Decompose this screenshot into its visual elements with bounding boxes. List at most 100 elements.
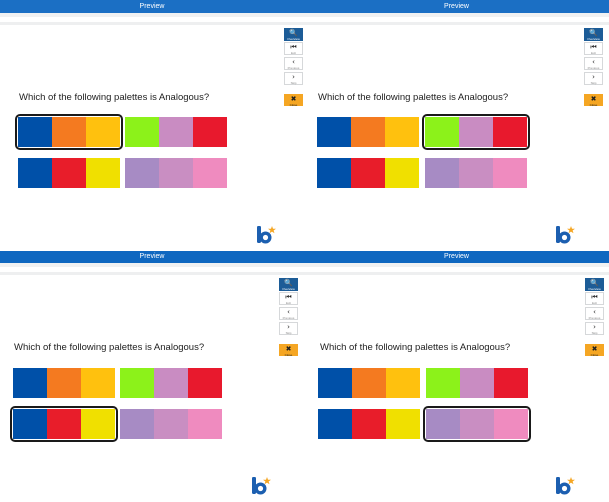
question-text: Which of the following palettes is Analo… [320,342,511,353]
color-swatch [351,117,385,147]
previous-button[interactable]: ‹ Previous [284,57,303,70]
color-swatch [459,158,493,188]
search-icon: 🔍 [590,279,599,287]
skip-button[interactable]: › Skip [284,72,303,85]
color-swatch [47,409,81,439]
color-swatch [426,409,460,439]
color-swatch [352,368,386,398]
palette-option[interactable] [13,368,115,398]
color-swatch [193,117,227,147]
search-icon: 🔍 [289,29,298,37]
exit-button[interactable]: ⏮ Exit [284,42,303,55]
palette-option[interactable] [125,117,227,147]
color-swatch [81,368,115,398]
preview-panel-top-left: Preview 🔍 Overview ⏮ Exit ‹ Previous › S… [0,0,304,251]
color-swatch [13,409,47,439]
question-text: Which of the following palettes is Analo… [19,92,210,103]
close-button[interactable]: ✖ Close [279,344,298,357]
color-swatch [81,409,115,439]
search-icon: 🔍 [284,279,293,287]
palette-option[interactable] [422,114,530,150]
palette-option[interactable] [120,409,222,439]
color-swatch [494,409,528,439]
palette-option[interactable] [426,368,528,398]
overview-button[interactable]: 🔍 Overview [279,278,298,291]
skip-to-start-icon: ⏮ [590,43,597,51]
color-swatch [386,368,420,398]
color-swatch [425,158,459,188]
skip-button[interactable]: › Skip [279,322,298,335]
chevron-right-icon: › [592,73,595,81]
color-swatch [460,409,494,439]
color-swatch [86,117,120,147]
palette-option[interactable] [425,158,527,188]
color-swatch [13,368,47,398]
color-swatch [493,117,527,147]
exit-button[interactable]: ⏮ Exit [279,292,298,305]
close-button[interactable]: ✖ Close [585,344,604,357]
color-swatch [317,158,351,188]
palette-option[interactable] [125,158,227,188]
palette-option[interactable] [318,368,420,398]
palette-option[interactable] [120,368,222,398]
color-swatch [494,368,528,398]
chevron-right-icon: › [593,323,596,331]
chevron-left-icon: ‹ [592,58,595,66]
color-swatch [385,158,419,188]
color-swatch [351,158,385,188]
color-swatch [318,368,352,398]
color-swatch [317,117,351,147]
palette-option[interactable] [317,158,419,188]
palette-option[interactable] [10,406,118,442]
toolbar-strip [304,263,609,267]
toolbar-strip [304,13,609,17]
skip-button[interactable]: › Skip [584,72,603,85]
skip-to-start-icon: ⏮ [285,293,292,301]
chevron-left-icon: ‹ [287,308,290,316]
color-swatch [193,158,227,188]
color-swatch [52,117,86,147]
chevron-left-icon: ‹ [593,308,596,316]
palette-option[interactable] [15,114,123,150]
toolbar-strip [0,263,304,267]
previous-button[interactable]: ‹ Previous [279,307,298,320]
palette-option[interactable] [318,409,420,439]
exit-button[interactable]: ⏮ Exit [585,292,604,305]
preview-panel-top-right: Preview 🔍 Overview ⏮ Exit ‹ Previous › S… [304,0,609,251]
preview-topbar: Preview [304,251,609,263]
close-button[interactable]: ✖ Close [584,94,603,107]
color-swatch [159,117,193,147]
overview-button[interactable]: 🔍 Overview [584,28,603,41]
previous-button[interactable]: ‹ Previous [584,57,603,70]
toolbar-strip [0,13,304,17]
palette-option[interactable] [423,406,531,442]
color-swatch [18,158,52,188]
color-swatch [188,409,222,439]
overview-button[interactable]: 🔍 Overview [585,278,604,291]
toolbar-divider [0,272,304,275]
brand-logo [556,477,575,495]
toolbar-divider [304,272,609,275]
color-swatch [159,158,193,188]
palette-option[interactable] [317,117,419,147]
color-swatch [120,368,154,398]
close-button[interactable]: ✖ Close [284,94,303,107]
overview-button[interactable]: 🔍 Overview [284,28,303,41]
color-swatch [154,409,188,439]
close-icon: ✖ [590,95,597,103]
skip-button[interactable]: › Skip [585,322,604,335]
color-swatch [385,117,419,147]
previous-button[interactable]: ‹ Previous [585,307,604,320]
question-text: Which of the following palettes is Analo… [14,342,205,353]
color-swatch [52,158,86,188]
color-swatch [352,409,386,439]
preview-panel-bottom-left: Preview 🔍 Overview ⏮ Exit ‹ Previous › S… [0,251,304,502]
close-icon: ✖ [285,345,292,353]
chevron-right-icon: › [287,323,290,331]
color-swatch [47,368,81,398]
color-swatch [318,409,352,439]
palette-option[interactable] [18,158,120,188]
exit-button[interactable]: ⏮ Exit [584,42,603,55]
color-swatch [125,158,159,188]
color-swatch [460,368,494,398]
